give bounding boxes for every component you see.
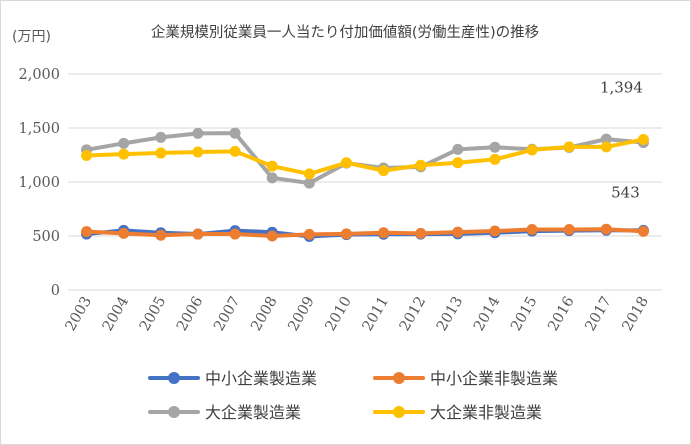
- data-point: [489, 225, 501, 237]
- data-point: [192, 127, 204, 139]
- data-point: [303, 168, 315, 180]
- y-tick-label: 1,000: [18, 175, 60, 191]
- legend-label: 中小企業非製造業: [430, 369, 558, 388]
- data-point: [192, 146, 204, 158]
- x-axis-ticks: 2003 2004 2005 2006 2007 2008 2009 2010 2011 2012…: [63, 294, 652, 334]
- data-point: [378, 227, 390, 239]
- data-point: [118, 227, 130, 239]
- x-tick-label: 2010: [323, 294, 355, 334]
- x-tick-label: 2013: [434, 294, 466, 334]
- data-point: [192, 228, 204, 240]
- data-point: [526, 144, 538, 156]
- data-point: [340, 157, 352, 169]
- x-tick-label: 2007: [211, 294, 243, 334]
- data-point: [637, 225, 649, 237]
- x-tick-label: 2009: [285, 294, 317, 334]
- data-point: [266, 230, 278, 242]
- data-point: [155, 147, 167, 159]
- gridlines: [68, 73, 662, 291]
- x-tick-label: 2005: [137, 294, 169, 334]
- x-tick-label: 2006: [174, 294, 206, 334]
- data-point: [452, 143, 464, 155]
- data-point: [155, 131, 167, 143]
- data-point: [118, 137, 130, 149]
- series-1: [81, 223, 649, 242]
- data-point: [155, 229, 167, 241]
- data-point: [266, 172, 278, 184]
- data-point: [340, 228, 352, 240]
- x-tick-label: 2015: [508, 294, 540, 334]
- legend-item: 大企業非製造業: [373, 403, 542, 422]
- y-axis-ticks: 0 500 1,000 1,500 2,000: [18, 67, 60, 299]
- data-label: 543: [611, 183, 640, 201]
- data-point: [266, 160, 278, 172]
- data-point: [303, 177, 315, 189]
- x-tick-label: 2018: [620, 294, 652, 334]
- data-point: [118, 148, 130, 160]
- data-point: [303, 228, 315, 240]
- y-tick-label: 500: [32, 229, 60, 245]
- x-tick-label: 2008: [248, 294, 280, 334]
- legend-label: 中小企業製造業: [205, 369, 317, 388]
- legend-label: 大企業非製造業: [430, 403, 542, 422]
- data-point: [637, 133, 649, 145]
- series-lines: [81, 127, 649, 242]
- data-point: [415, 159, 427, 171]
- x-tick-label: 2003: [63, 294, 95, 334]
- series-line: [84, 227, 646, 238]
- y-tick-label: 2,000: [18, 67, 60, 83]
- data-point: [489, 141, 501, 153]
- series-line: [84, 131, 646, 186]
- data-point: [526, 224, 538, 236]
- x-tick-label: 2014: [471, 294, 503, 334]
- data-point: [415, 227, 427, 239]
- chart-title: 企業規模別従業員一人当たり付加価値額(労働生産性)の推移: [151, 23, 539, 41]
- y-tick-label: 1,500: [18, 121, 60, 137]
- data-point: [600, 141, 612, 153]
- data-point: [600, 133, 612, 145]
- data-point: [600, 223, 612, 235]
- data-point: [81, 150, 93, 162]
- data-point: [229, 145, 241, 157]
- legend-label: 大企業製造業: [205, 403, 301, 422]
- x-tick-label: 2016: [545, 294, 577, 334]
- data-point: [452, 157, 464, 169]
- y-tick-label: 0: [51, 283, 60, 299]
- series-line: [84, 137, 646, 176]
- data-point: [563, 141, 575, 153]
- annotations: 1,394 543: [600, 78, 643, 201]
- x-tick-label: 2012: [397, 294, 429, 334]
- x-tick-label: 2011: [360, 294, 392, 334]
- series-2: [81, 127, 649, 189]
- data-point: [489, 153, 501, 165]
- legend-item: 中小企業非製造業: [373, 369, 558, 388]
- data-point: [452, 226, 464, 238]
- data-point: [378, 165, 390, 177]
- x-tick-label: 2017: [582, 294, 614, 334]
- legend-item: 大企業製造業: [148, 403, 301, 422]
- data-point: [563, 224, 575, 236]
- legend-item: 中小企業製造業: [148, 369, 317, 388]
- x-tick-label: 2004: [100, 294, 132, 334]
- series-3: [81, 133, 649, 180]
- data-point: [81, 226, 93, 238]
- y-axis-unit-label: (万円): [12, 29, 51, 45]
- data-label: 1,394: [600, 78, 643, 96]
- data-point: [229, 228, 241, 240]
- data-point: [229, 127, 241, 139]
